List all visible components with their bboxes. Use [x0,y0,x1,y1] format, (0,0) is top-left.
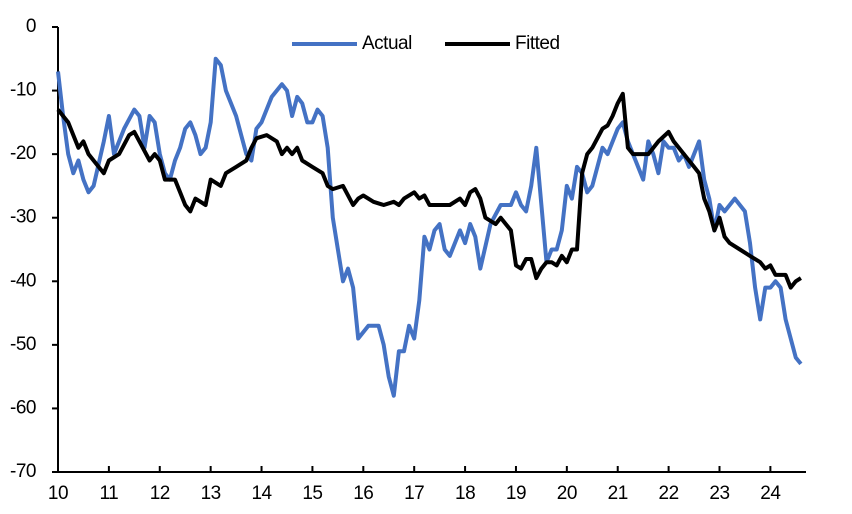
y-tick-label: 0 [26,16,36,37]
x-tick-label: 16 [353,483,373,504]
y-tick-label: -30 [10,207,36,228]
x-tick-label: 18 [455,483,475,504]
series-line [56,91,802,290]
y-tick-label: -70 [10,461,36,482]
y-tick-label: -50 [10,334,36,355]
x-tick-label: 13 [201,483,221,504]
x-tick-label: 12 [150,483,170,504]
x-tick-label: 11 [100,483,119,504]
y-tick-label: -20 [10,143,36,164]
x-tick-label: 10 [48,483,68,504]
series-line [56,56,803,398]
x-tick-label: 20 [557,483,577,504]
x-tick-label: 15 [302,483,322,504]
legend-label: Fitted [515,33,560,54]
x-tick-label: 22 [659,483,679,504]
x-tick-label: 19 [506,483,526,504]
x-tick-label: 17 [404,483,424,504]
legend-label: Actual [362,33,412,54]
x-tick-label: 21 [608,483,628,504]
y-tick-label: -10 [10,80,36,101]
y-tick-label: -40 [10,270,36,291]
x-tick-label: 23 [709,483,729,504]
x-tick-label: 24 [760,483,781,504]
x-tick-label: 14 [251,483,272,504]
y-tick-label: -60 [10,397,36,418]
